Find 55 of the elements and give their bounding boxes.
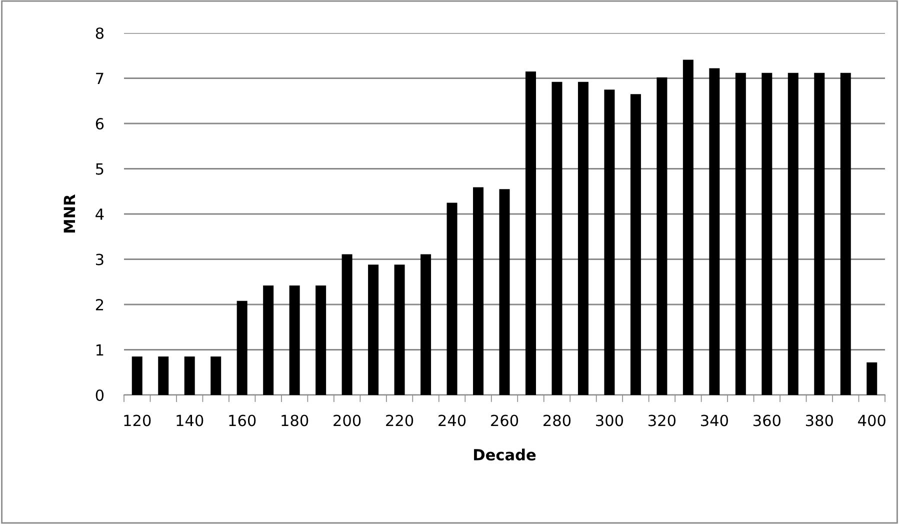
y-tick-label: 6 <box>96 118 104 130</box>
bar <box>578 82 588 395</box>
y-tick-label: 3 <box>96 254 104 266</box>
bar <box>656 77 668 395</box>
bar <box>316 285 326 395</box>
bar <box>158 356 169 395</box>
x-tick-label: 140 <box>176 414 204 426</box>
x-tick-label: 120 <box>124 414 151 426</box>
bar <box>368 264 379 395</box>
bar <box>682 60 694 395</box>
x-tick-label: 240 <box>438 414 466 426</box>
bar <box>473 187 484 395</box>
bar <box>394 264 405 395</box>
y-tick-label: 7 <box>96 72 104 84</box>
bar <box>814 72 825 395</box>
y-tick-label: 5 <box>96 163 104 175</box>
bar <box>184 356 195 395</box>
bar <box>210 356 222 395</box>
x-tick-label: 180 <box>282 414 308 426</box>
bar <box>840 72 851 395</box>
bar <box>630 94 641 395</box>
bar <box>289 285 300 395</box>
y-tick-label: 8 <box>96 27 104 40</box>
bar <box>735 72 746 395</box>
bar <box>552 82 562 395</box>
x-tick-label: 380 <box>806 414 833 426</box>
bar <box>709 68 720 395</box>
bar <box>866 362 878 395</box>
bar <box>762 72 772 395</box>
x-tick-label: 340 <box>701 414 728 426</box>
x-tick-label: 360 <box>754 414 780 426</box>
bar <box>788 72 798 395</box>
bar <box>499 189 510 395</box>
x-tick-label: 320 <box>648 414 676 426</box>
bar <box>132 356 142 395</box>
y-tick-label: 2 <box>96 298 104 310</box>
bar <box>342 254 352 395</box>
x-tick-label: 280 <box>544 414 571 426</box>
bar <box>525 71 536 395</box>
y-tick-label: 1 <box>96 344 104 356</box>
x-tick-label: 400 <box>858 414 886 426</box>
y-tick-label: 4 <box>96 208 104 220</box>
bar <box>263 285 274 395</box>
x-tick-label: 220 <box>386 414 414 426</box>
x-axis-title: Decade <box>474 448 536 460</box>
x-tick-label: 200 <box>334 414 361 426</box>
x-tick-label: 300 <box>596 414 624 426</box>
bar <box>446 202 458 395</box>
bar <box>236 300 248 395</box>
bar <box>420 254 432 395</box>
y-axis-title: MNR <box>64 194 75 232</box>
x-tick-label: 260 <box>491 414 518 426</box>
bar <box>604 90 615 395</box>
y-tick-label: 0 <box>96 389 104 402</box>
x-tick-label: 160 <box>229 414 256 426</box>
